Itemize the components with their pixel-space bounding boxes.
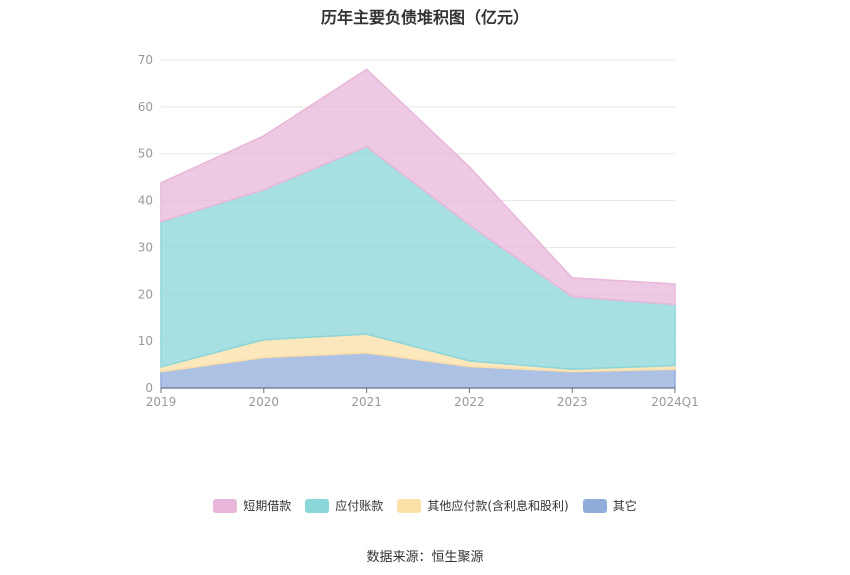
x-tick-label: 2023: [557, 395, 588, 409]
legend-label: 其它: [612, 499, 637, 513]
y-tick-label: 70: [138, 53, 153, 67]
y-tick-label: 30: [138, 240, 153, 254]
legend-item[interactable]: 应付账款: [305, 497, 383, 514]
legend: 短期借款 应付账款 其他应付款(含利息和股利) 其它: [0, 497, 850, 514]
y-tick-label: 0: [145, 381, 153, 395]
legend-swatch: [305, 498, 330, 513]
x-tick-label: 2021: [351, 395, 382, 409]
x-tick-label: 2024Q1: [651, 395, 699, 409]
legend-label: 其他应付款(含利息和股利): [427, 499, 569, 513]
legend-swatch: [582, 498, 607, 513]
y-tick-label: 60: [138, 100, 153, 114]
y-tick-label: 10: [138, 334, 153, 348]
y-tick-label: 40: [138, 194, 153, 208]
legend-swatch: [397, 498, 422, 513]
source-note: 数据来源：恒生聚源: [366, 550, 484, 565]
legend-swatch: [213, 498, 238, 513]
y-tick-label: 20: [138, 287, 153, 301]
y-tick-label: 50: [138, 147, 153, 161]
area-series-3: [160, 68, 676, 306]
legend-item[interactable]: 其它: [582, 497, 637, 514]
legend-item[interactable]: 短期借款: [213, 497, 291, 514]
legend-label: 短期借款: [243, 499, 292, 513]
area-series: [160, 68, 676, 389]
axes: 0 10 20 30 40 50 60 70 2019 2020 2021 2022 2023 2024Q…: [138, 53, 699, 409]
chart-title: 历年主要负债堆积图（亿元）: [320, 8, 529, 27]
x-tick-label: 2020: [249, 395, 280, 409]
x-tick-label: 2022: [454, 395, 485, 409]
x-tick-label: 2019: [146, 395, 177, 409]
legend-label: 应付账款: [335, 499, 384, 513]
legend-item[interactable]: 其他应付款(含利息和股利): [397, 497, 569, 514]
